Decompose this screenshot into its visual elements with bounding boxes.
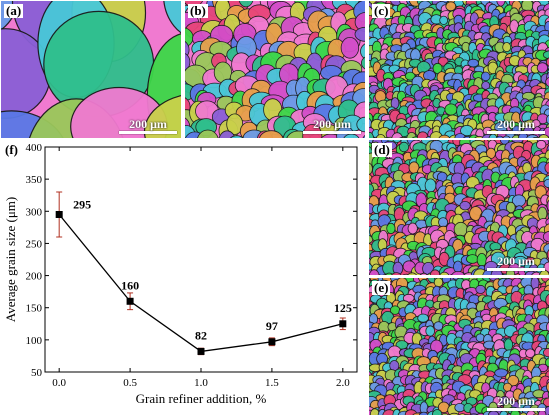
grain-size-chart: 50 100 150 200 250 300 350 400 0.0 0.5 1.0 1.5 2.0 Gr… bbox=[3, 142, 358, 406]
panel-label-f: (f) bbox=[5, 142, 18, 157]
scale-bar-d: 200 μm bbox=[487, 255, 545, 271]
x-tick-label: 1.5 bbox=[265, 377, 279, 389]
chart-axes: 50 100 150 200 250 300 350 400 0.0 0.5 1.0 1.5 2.0 bbox=[26, 142, 358, 389]
panel-label-e: (e) bbox=[372, 280, 391, 295]
data-point bbox=[339, 320, 347, 328]
scale-text-d: 200 μm bbox=[497, 254, 535, 268]
y-tick-label: 350 bbox=[26, 174, 43, 186]
scale-text-a: 200 μm bbox=[129, 117, 167, 131]
grain-map-a bbox=[1, 1, 181, 138]
panel-label-a: (a) bbox=[4, 3, 24, 18]
grain-map-b bbox=[185, 1, 365, 138]
micrograph-panel-b: (b) 200 μm bbox=[184, 0, 366, 139]
grain-map-d bbox=[369, 140, 549, 275]
data-point bbox=[268, 338, 276, 346]
grain-map-e bbox=[369, 278, 549, 415]
data-point bbox=[55, 211, 63, 218]
micrograph-panel-e: (e) 200 μm bbox=[368, 277, 550, 416]
x-tick-label: 1.0 bbox=[194, 377, 208, 389]
y-axis-label: Average grain size (μm) bbox=[3, 197, 18, 322]
x-axis-label: Grain refiner addition, % bbox=[136, 391, 267, 406]
micrograph-panel-d: (d) 200 μm bbox=[368, 139, 550, 276]
scale-text-c: 200 μm bbox=[497, 117, 535, 131]
y-tick-label: 100 bbox=[26, 335, 43, 347]
scale-bar-e: 200 μm bbox=[487, 395, 545, 411]
scale-bar-b: 200 μm bbox=[303, 118, 361, 134]
data-label: 160 bbox=[121, 278, 139, 292]
micrograph-panel-c: (c) 200 μm bbox=[368, 0, 550, 139]
y-tick-label: 200 bbox=[26, 271, 43, 283]
scale-text-e: 200 μm bbox=[497, 394, 535, 408]
data-label: 82 bbox=[195, 328, 207, 342]
scale-line-e bbox=[487, 408, 545, 411]
y-tick-label: 400 bbox=[26, 142, 43, 154]
y-tick-label: 50 bbox=[31, 367, 43, 379]
micrograph-panel-a: (a) 200 μm bbox=[0, 0, 182, 139]
y-tick-label: 250 bbox=[26, 238, 43, 250]
data-point bbox=[197, 347, 205, 355]
x-tick-label: 2.0 bbox=[336, 377, 350, 389]
scale-line-b bbox=[303, 131, 361, 134]
x-tick-label: 0.5 bbox=[123, 377, 137, 389]
panel-label-d: (d) bbox=[372, 142, 392, 157]
scale-line-c bbox=[487, 131, 545, 134]
panel-label-c: (c) bbox=[372, 3, 391, 18]
grain-map-c bbox=[369, 1, 549, 138]
data-label: 295 bbox=[73, 198, 91, 212]
scale-line-a bbox=[119, 131, 177, 134]
data-label: 97 bbox=[266, 319, 278, 333]
scale-bar-c: 200 μm bbox=[487, 118, 545, 134]
scale-bar-a: 200 μm bbox=[119, 118, 177, 134]
data-label: 125 bbox=[334, 301, 352, 315]
y-tick-label: 300 bbox=[26, 206, 43, 218]
scale-text-b: 200 μm bbox=[313, 117, 351, 131]
scale-line-d bbox=[487, 268, 545, 271]
chart-panel-f: (f) 50 100 150 200 250 300 350 400 0.0 0.5 1.0 1.5 2… bbox=[0, 139, 366, 416]
panel-label-b: (b) bbox=[188, 3, 208, 18]
y-tick-label: 150 bbox=[26, 303, 43, 315]
x-tick-label: 0.0 bbox=[52, 377, 66, 389]
data-point bbox=[126, 297, 134, 305]
